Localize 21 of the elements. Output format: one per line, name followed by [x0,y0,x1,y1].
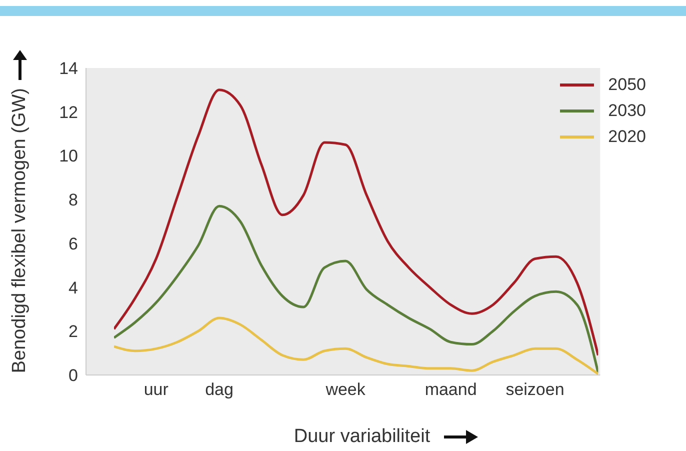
y-tick-label: 4 [68,278,78,298]
x-tick-label: maand [424,380,477,400]
line-series [114,204,598,374]
y-tick-label: 0 [68,366,78,386]
x-tick-label: dag [205,380,234,400]
y-tick-label: 6 [68,234,78,254]
legend-label: 2050 [608,75,646,95]
line-series [114,88,598,357]
x-tick-label: seizoen [506,380,564,400]
x-tick-label: week [324,380,366,400]
legend-label: 2020 [608,127,646,147]
x-axis-title: Duur variabiliteit [294,426,430,448]
y-tick-label: 12 [59,102,78,122]
y-tick-label: 10 [59,146,78,166]
y-tick-label: 8 [68,190,78,210]
y-tick-label: 2 [68,322,78,342]
y-axis-title: Benodigd flexibel vermogen (GW) [9,88,31,374]
line-series [114,316,598,375]
legend-label: 2030 [608,101,646,121]
x-tick-label: uur [144,380,169,400]
y-tick-label: 14 [59,59,78,78]
